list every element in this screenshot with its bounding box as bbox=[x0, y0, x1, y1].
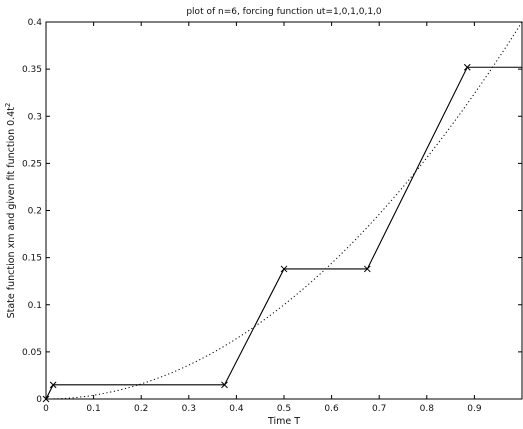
x-marker bbox=[221, 381, 228, 389]
y-axis-label-text: State function xm and given fit function… bbox=[6, 107, 17, 319]
plot-area-frame bbox=[45, 21, 523, 400]
y-tick-label: 0.15 bbox=[22, 254, 42, 264]
y-tick-label: 0.1 bbox=[28, 301, 42, 311]
y-tick-label: 0.4 bbox=[28, 18, 43, 28]
x-tick-label: 0.2 bbox=[134, 404, 148, 414]
x-tick-label: 0.5 bbox=[277, 404, 291, 414]
x-tick-label: 0.8 bbox=[420, 404, 435, 414]
y-tick-label: 0.2 bbox=[28, 207, 42, 217]
x-tick-label: 0.6 bbox=[324, 404, 339, 414]
x-tick-label: 0.7 bbox=[372, 404, 386, 414]
x-tick-label: 0.1 bbox=[86, 404, 100, 414]
x-axis-label: Time T bbox=[267, 416, 300, 427]
y-tick-label: 0.3 bbox=[28, 112, 42, 122]
y-tick-label: 0.05 bbox=[22, 348, 42, 358]
y-axis-label-superscript: 2 bbox=[4, 103, 12, 107]
chart-title: plot of n=6, forcing function ut=1,0,1,0… bbox=[186, 7, 382, 17]
x-marker bbox=[463, 63, 471, 71]
y-tick-label: 0.35 bbox=[22, 65, 42, 75]
axis-ticks: 0 0.1 0.2 0.3 0.4 0.5 0.6 0.7 0.8 0.9 0 0.05 0.1 0.15… bbox=[22, 18, 522, 414]
x-tick-label: 0 bbox=[43, 404, 49, 414]
x-marker bbox=[280, 265, 288, 273]
y-tick-label: 0 bbox=[36, 395, 42, 405]
y-tick-label: 0.25 bbox=[22, 159, 42, 169]
x-tick-label: 0.3 bbox=[182, 404, 196, 414]
fit-function-dotted-line bbox=[45, 21, 523, 400]
x-tick-label: 0.9 bbox=[467, 404, 482, 414]
x-marker bbox=[363, 265, 371, 273]
y-axis-label: State function xm and given fit function… bbox=[4, 103, 17, 319]
x-tick-label: 0.4 bbox=[229, 404, 244, 414]
x-marker bbox=[49, 381, 57, 389]
state-function-line bbox=[45, 66, 522, 400]
data-series bbox=[42, 21, 523, 403]
